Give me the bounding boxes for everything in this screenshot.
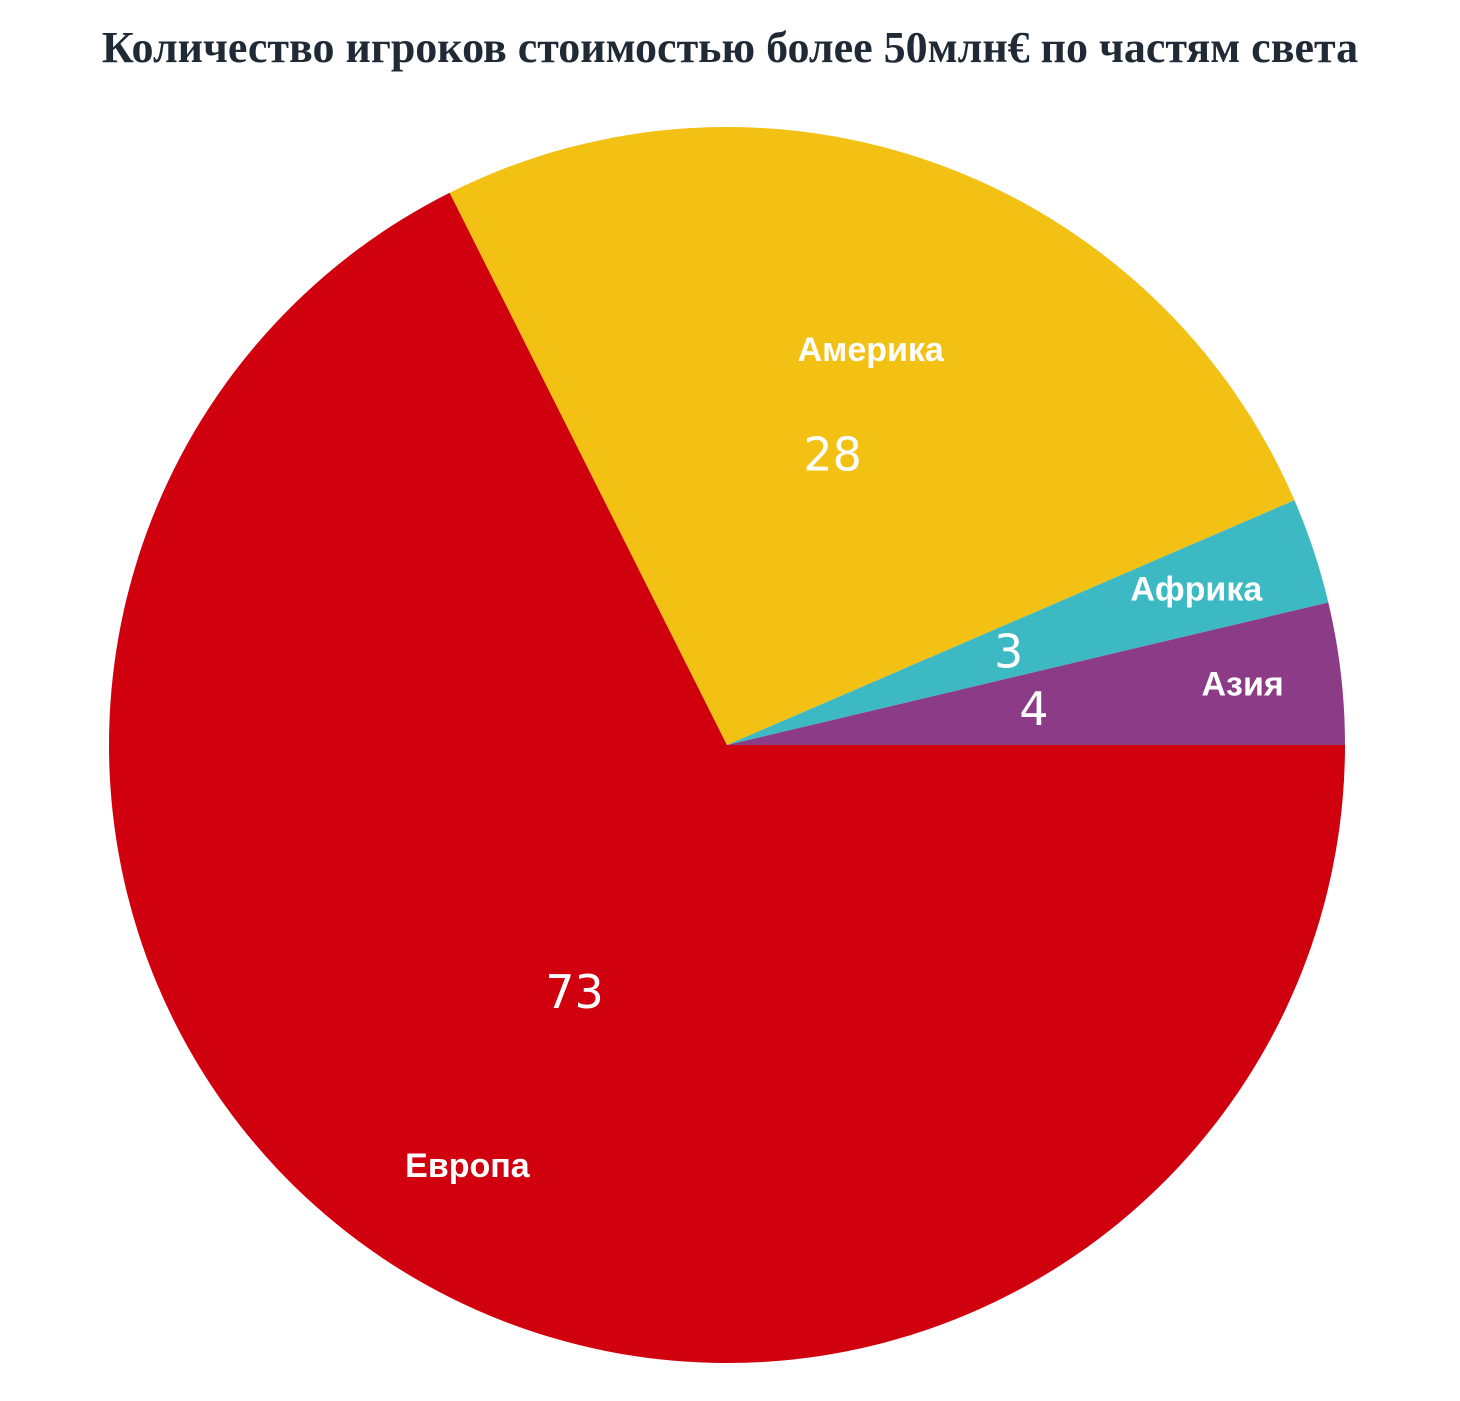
slice-0-name-label: Европа	[405, 1147, 531, 1185]
slice-3	[727, 602, 1345, 745]
slice-0	[108, 192, 1345, 1364]
pie-slices	[108, 126, 1345, 1364]
slice-3-value-label: 4	[1019, 682, 1048, 736]
pie-labels: 73 Европа 28 Америка 3 Африка 4 Азия	[405, 331, 1284, 1185]
slice-1	[449, 126, 1295, 745]
slice-1-value-label: 28	[803, 428, 862, 482]
slice-3-name-label: Азия	[1202, 666, 1284, 704]
slice-2-name-label: Африка	[1130, 570, 1263, 608]
slice-2	[727, 500, 1329, 745]
slice-0-value-label: 73	[545, 965, 604, 1019]
chart-title: Количество игроков стоимостью более 50мл…	[101, 23, 1359, 72]
slice-1-name-label: Америка	[798, 331, 945, 369]
slice-2-value-label: 3	[994, 625, 1023, 679]
